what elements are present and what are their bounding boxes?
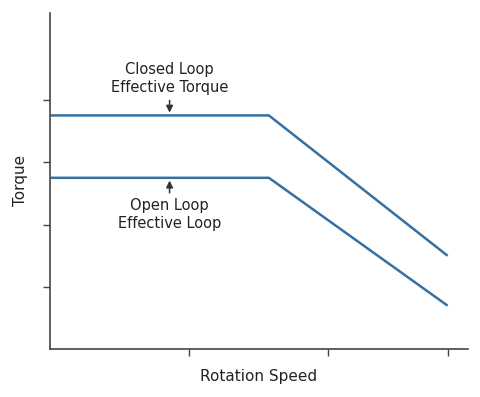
Y-axis label: Torque: Torque xyxy=(12,155,27,206)
Text: Open Loop
Effective Loop: Open Loop Effective Loop xyxy=(118,182,221,231)
Text: Closed Loop
Effective Torque: Closed Loop Effective Torque xyxy=(111,62,228,111)
X-axis label: Rotation Speed: Rotation Speed xyxy=(200,370,318,385)
